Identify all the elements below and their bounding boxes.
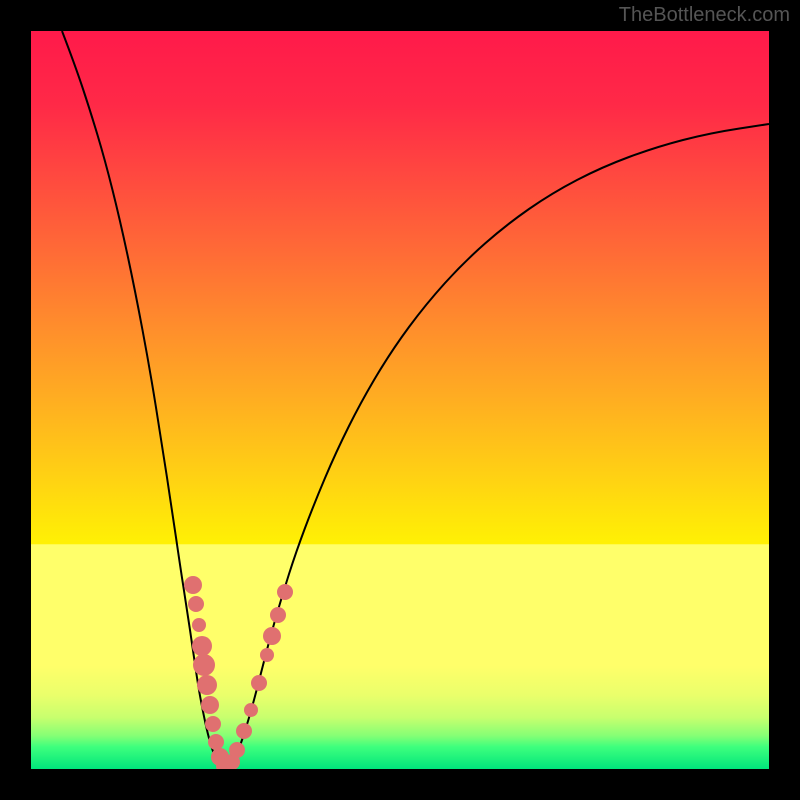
- data-marker: [263, 627, 281, 645]
- data-marker: [193, 654, 215, 676]
- data-marker: [205, 716, 221, 732]
- data-marker: [184, 576, 202, 594]
- data-marker: [260, 648, 274, 662]
- data-marker: [270, 607, 286, 623]
- watermark-text: TheBottleneck.com: [619, 4, 790, 27]
- data-marker: [251, 675, 267, 691]
- chart-svg: [0, 0, 800, 800]
- data-marker: [229, 742, 245, 758]
- data-marker: [201, 696, 219, 714]
- chart-background: [31, 31, 769, 769]
- data-marker: [192, 618, 206, 632]
- data-marker: [188, 596, 204, 612]
- data-marker: [208, 734, 224, 750]
- data-marker: [236, 723, 252, 739]
- data-marker: [192, 636, 212, 656]
- bottleneck-chart: TheBottleneck.com: [0, 0, 800, 800]
- data-marker: [277, 584, 293, 600]
- data-marker: [244, 703, 258, 717]
- data-marker: [197, 675, 217, 695]
